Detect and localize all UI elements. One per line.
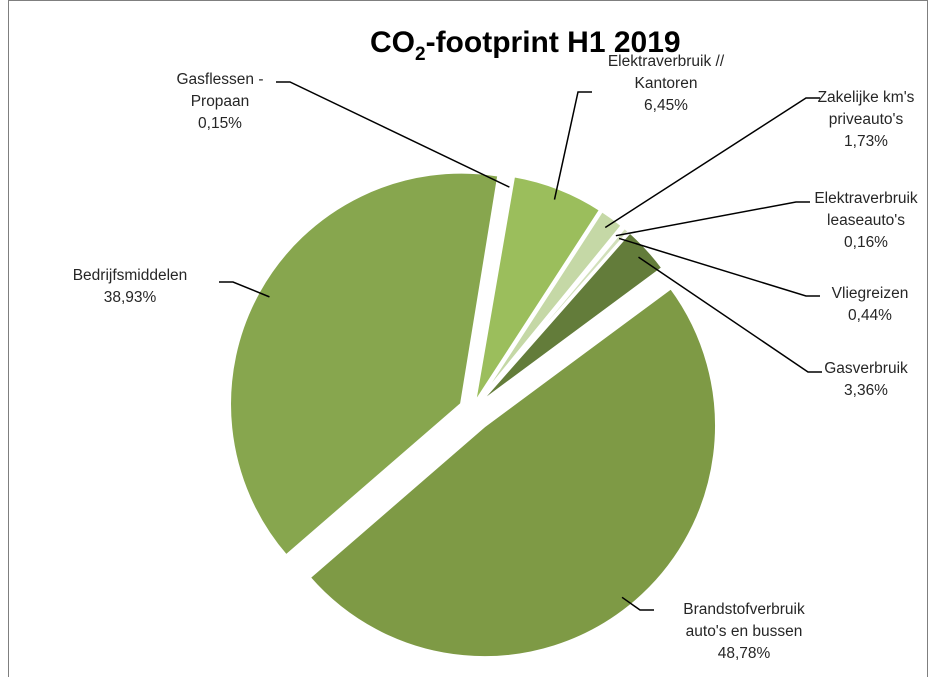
leader-line-3 bbox=[553, 91, 592, 200]
slice-label-7: Gasverbruik 3,36% bbox=[824, 360, 908, 399]
slice-label-2: Gasflessen -Propaan 0,15% bbox=[176, 71, 263, 132]
pie-slice-0 bbox=[307, 285, 718, 660]
leader-line-1 bbox=[219, 281, 270, 298]
title-rest: -footprint H1 2019 bbox=[426, 26, 681, 59]
title-subscript: 2 bbox=[415, 44, 426, 65]
slice-label-4: Zakelijke km's priveauto's 1,73% bbox=[818, 89, 915, 150]
slice-label-3: Elektraverbruik //Kantoren 6,45% bbox=[608, 53, 725, 114]
slice-label-1: Bedrijfsmiddelen 38,93% bbox=[73, 267, 188, 306]
leader-line-5 bbox=[615, 201, 810, 237]
leader-line-7 bbox=[638, 256, 822, 373]
slice-label-5: Elektraverbruik leaseauto's 0,16% bbox=[814, 190, 918, 251]
chart-title: CO2-footprint H1 2019 bbox=[370, 26, 681, 65]
pie-slice-1 bbox=[228, 170, 501, 559]
pie-slice-3 bbox=[472, 174, 603, 406]
leader-line-0 bbox=[621, 596, 654, 611]
leader-line-2 bbox=[276, 81, 510, 188]
slice-label-6: Vliegreizen 0,44% bbox=[832, 285, 909, 324]
chart-frame bbox=[8, 0, 928, 677]
slice-labels: Brandstofverbruik auto's en bussen 48,78% B… bbox=[73, 53, 918, 662]
leader-line-4 bbox=[604, 97, 820, 229]
pie-slices bbox=[228, 170, 718, 660]
leader-line-6 bbox=[618, 237, 820, 297]
leader-lines bbox=[219, 81, 822, 611]
slice-label-0: Brandstofverbruik auto's en bussen 48,78% bbox=[683, 601, 805, 662]
pie-slice-7 bbox=[475, 229, 666, 408]
title-main: CO bbox=[370, 26, 415, 59]
